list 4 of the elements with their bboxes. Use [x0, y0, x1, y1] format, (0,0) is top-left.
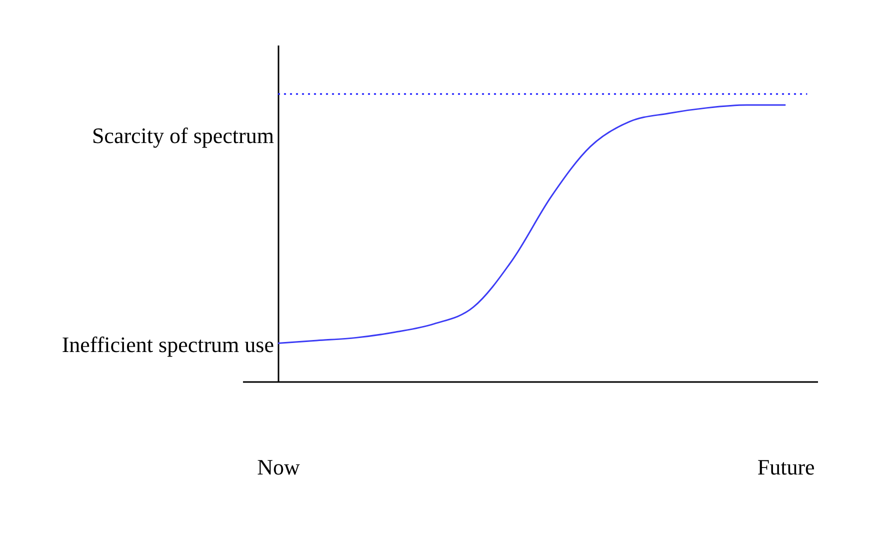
x-tick-label: Now [257, 454, 300, 480]
annotation: Inefficient spectrum use [62, 332, 274, 357]
x-tick-label: Future [757, 454, 815, 480]
annotation: Scarcity of spectrum [92, 122, 274, 148]
